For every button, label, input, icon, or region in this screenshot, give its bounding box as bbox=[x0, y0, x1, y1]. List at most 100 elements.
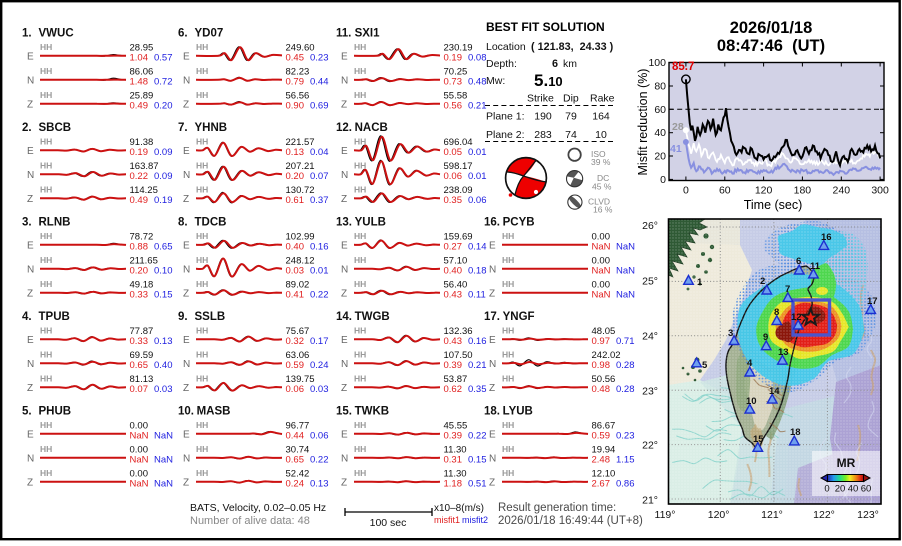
svg-text:DC: DC bbox=[597, 173, 609, 183]
svg-text:MASB: MASB bbox=[197, 405, 231, 417]
svg-text:0: 0 bbox=[824, 484, 829, 495]
svg-text:0.09: 0.09 bbox=[154, 171, 173, 182]
svg-text:HH: HH bbox=[40, 184, 52, 194]
svg-text:NaN: NaN bbox=[616, 289, 635, 300]
svg-text:NaN: NaN bbox=[154, 478, 173, 489]
svg-text:0.22: 0.22 bbox=[468, 430, 487, 441]
svg-text:HH: HH bbox=[502, 468, 514, 478]
svg-text:16: 16 bbox=[821, 232, 832, 243]
svg-text:9.: 9. bbox=[178, 311, 188, 323]
svg-text:238.09: 238.09 bbox=[444, 185, 473, 196]
svg-text:0.56: 0.56 bbox=[444, 100, 463, 111]
svg-text:248.12: 248.12 bbox=[286, 255, 315, 266]
svg-text:0.43: 0.43 bbox=[444, 289, 463, 300]
svg-text:BATS, Velocity, 0.02–0.05 Hz: BATS, Velocity, 0.02–0.05 Hz bbox=[190, 502, 326, 514]
svg-text:SBCB: SBCB bbox=[39, 122, 72, 134]
svg-text:3: 3 bbox=[728, 328, 733, 339]
svg-text:0.73: 0.73 bbox=[444, 76, 463, 87]
svg-text:2.48: 2.48 bbox=[592, 454, 611, 465]
svg-text:LYUB: LYUB bbox=[503, 405, 533, 417]
svg-text:0.98: 0.98 bbox=[592, 360, 611, 371]
svg-text:80: 80 bbox=[654, 81, 666, 93]
svg-text:N: N bbox=[183, 170, 190, 181]
svg-text:52.42: 52.42 bbox=[286, 468, 310, 479]
svg-text:0.16: 0.16 bbox=[310, 241, 329, 252]
svg-text:HH: HH bbox=[40, 279, 52, 289]
svg-text:Z: Z bbox=[341, 194, 347, 205]
svg-text:0.28: 0.28 bbox=[616, 384, 635, 395]
svg-text:E: E bbox=[341, 335, 348, 346]
svg-text:0.59: 0.59 bbox=[286, 360, 305, 371]
svg-text:Z: Z bbox=[341, 477, 347, 488]
svg-text:180: 180 bbox=[794, 185, 812, 197]
svg-text:E: E bbox=[27, 240, 34, 251]
svg-text:75.67: 75.67 bbox=[286, 326, 310, 337]
svg-text:TWGB: TWGB bbox=[355, 311, 390, 323]
svg-text:VWUC: VWUC bbox=[39, 27, 74, 39]
svg-text:NaN: NaN bbox=[592, 241, 611, 252]
svg-text:91.38: 91.38 bbox=[130, 137, 154, 148]
svg-text:120°: 120° bbox=[708, 509, 730, 521]
svg-text:NACB: NACB bbox=[355, 122, 388, 134]
svg-text:N: N bbox=[27, 75, 34, 86]
svg-text:24°: 24° bbox=[642, 331, 658, 343]
svg-text:N: N bbox=[27, 453, 34, 464]
svg-text:0.49: 0.49 bbox=[130, 100, 149, 111]
svg-text:0.71: 0.71 bbox=[616, 336, 635, 347]
svg-text:Z: Z bbox=[183, 477, 189, 488]
svg-text:Z: Z bbox=[27, 99, 33, 110]
svg-text:7: 7 bbox=[785, 284, 790, 295]
svg-text:0.21: 0.21 bbox=[468, 360, 487, 371]
svg-text:9: 9 bbox=[763, 332, 768, 343]
svg-text:121°: 121° bbox=[761, 509, 783, 521]
svg-text:21°: 21° bbox=[642, 495, 658, 507]
svg-text:0.62: 0.62 bbox=[444, 384, 463, 395]
svg-text:RLNB: RLNB bbox=[39, 216, 71, 228]
svg-text:60: 60 bbox=[719, 185, 731, 197]
svg-text:11.30: 11.30 bbox=[444, 444, 467, 455]
svg-text:E: E bbox=[183, 51, 190, 62]
svg-text:14: 14 bbox=[769, 386, 780, 397]
svg-text:0.43: 0.43 bbox=[444, 336, 463, 347]
svg-text:0.06: 0.06 bbox=[444, 171, 463, 182]
svg-text:0.32: 0.32 bbox=[286, 336, 305, 347]
svg-text:1.15: 1.15 bbox=[616, 454, 635, 465]
svg-text:HH: HH bbox=[502, 373, 514, 383]
svg-text:5.10: 5.10 bbox=[534, 71, 563, 90]
svg-text:77.87: 77.87 bbox=[130, 326, 154, 337]
svg-text:1: 1 bbox=[697, 277, 703, 288]
svg-text:misfit1: misfit1 bbox=[434, 515, 460, 525]
svg-text:2.67: 2.67 bbox=[592, 478, 611, 489]
svg-text:Z: Z bbox=[27, 477, 33, 488]
svg-text:0.13: 0.13 bbox=[154, 336, 173, 347]
svg-text:Number of alive data: 48: Number of alive data: 48 bbox=[190, 515, 310, 527]
svg-text:0.22: 0.22 bbox=[310, 289, 329, 300]
svg-text:0.19: 0.19 bbox=[130, 147, 149, 158]
svg-text:49.18: 49.18 bbox=[130, 279, 154, 290]
svg-text:N: N bbox=[341, 170, 348, 181]
svg-text:0.41: 0.41 bbox=[286, 289, 305, 300]
svg-text:25.89: 25.89 bbox=[130, 90, 154, 101]
svg-text:0.21: 0.21 bbox=[468, 100, 487, 111]
svg-text:5.: 5. bbox=[22, 405, 32, 417]
svg-text:0.11: 0.11 bbox=[468, 289, 486, 300]
svg-text:0.40: 0.40 bbox=[286, 241, 305, 252]
svg-text:HH: HH bbox=[354, 279, 366, 289]
svg-text:HH: HH bbox=[196, 468, 208, 478]
svg-text:6: 6 bbox=[796, 256, 801, 267]
svg-text:HH: HH bbox=[40, 468, 52, 478]
svg-text:Plane 2:: Plane 2: bbox=[486, 129, 525, 141]
svg-text:0.28: 0.28 bbox=[616, 360, 635, 371]
svg-text:HH: HH bbox=[354, 42, 366, 52]
svg-text:15.: 15. bbox=[336, 405, 352, 417]
svg-text:HH: HH bbox=[354, 255, 366, 265]
svg-text:0.35: 0.35 bbox=[444, 195, 463, 206]
svg-text:0.00: 0.00 bbox=[130, 420, 149, 431]
svg-text:NaN: NaN bbox=[130, 430, 149, 441]
svg-text:240: 240 bbox=[833, 185, 851, 197]
svg-text:0.20: 0.20 bbox=[130, 265, 149, 276]
svg-text:HH: HH bbox=[196, 255, 208, 265]
svg-text:HH: HH bbox=[354, 444, 366, 454]
svg-text:N: N bbox=[489, 359, 496, 370]
svg-text:NaN: NaN bbox=[592, 265, 611, 276]
